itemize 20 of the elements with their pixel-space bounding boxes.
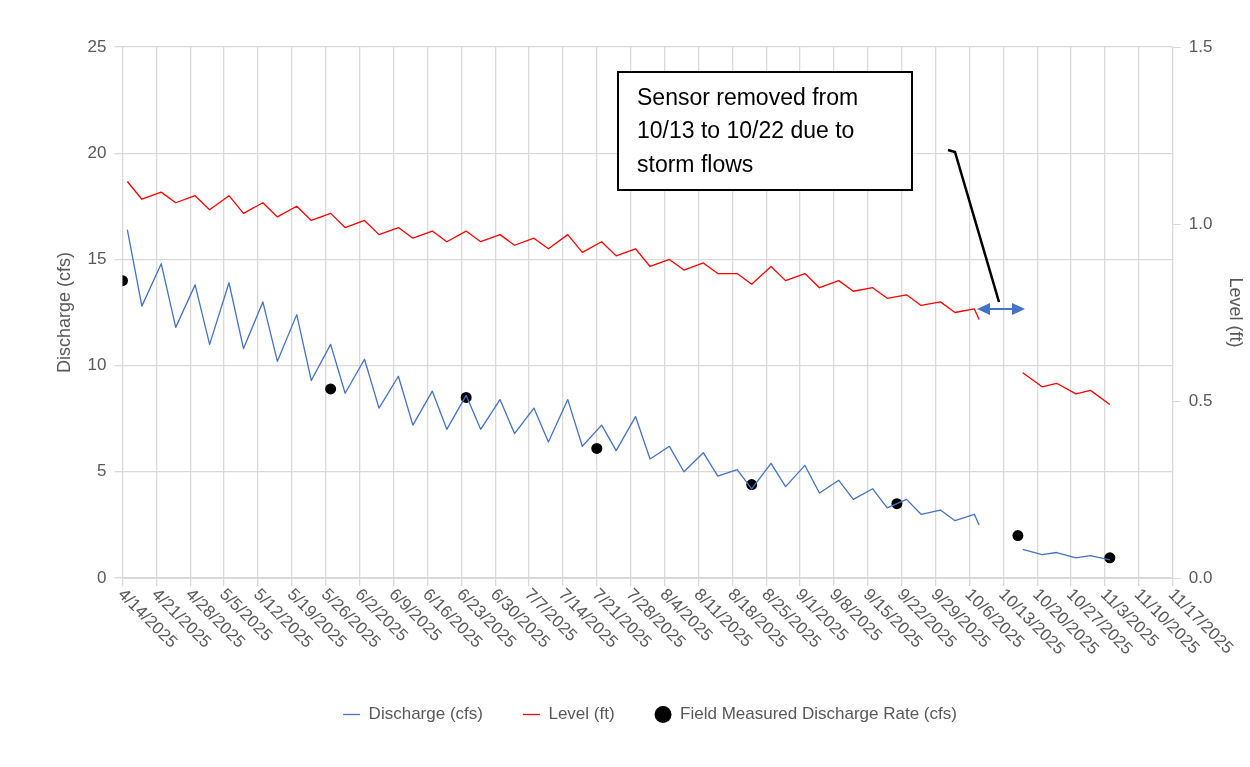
y2-tick-label: 0.0: [1188, 567, 1213, 587]
y-tick-label: 0: [97, 567, 107, 587]
legend-label: Discharge (cfs): [368, 704, 483, 724]
y-tick-label: 10: [87, 355, 107, 375]
y-tick-label: 5: [97, 461, 107, 481]
legend-label: Level (ft): [548, 704, 615, 724]
y2-tick-label: 1.0: [1188, 213, 1213, 233]
y-tick-label: 25: [87, 36, 107, 56]
point: [1012, 530, 1024, 542]
annotation: Sensor removed from 10/13 to 10/22 due to storm flows: [637, 83, 860, 179]
legend-label: Field Measured Discharge Rate (cfs): [680, 704, 957, 724]
y2-tick-label: 0.5: [1188, 390, 1213, 410]
y-tick-label: 20: [87, 142, 107, 162]
y-tick-label: 15: [87, 249, 107, 269]
point: [325, 383, 337, 395]
y2-axis-title: Level (ft): [1226, 277, 1247, 348]
callout-box: Sensor removed from 10/13 to 10/22 due to storm flows: [617, 71, 913, 192]
point: [591, 442, 603, 454]
y2-tick-label: 1.5: [1188, 36, 1213, 56]
y-axis-title: Discharge (cfs): [53, 251, 74, 374]
